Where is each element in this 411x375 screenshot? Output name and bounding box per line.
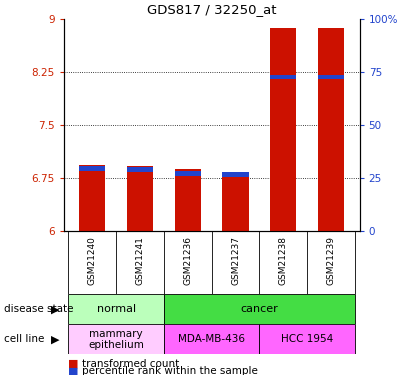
Bar [127,166,153,231]
Text: cell line: cell line [4,334,44,344]
Bar [164,294,355,324]
Text: GSM21239: GSM21239 [326,236,335,285]
Text: mammary
epithelium: mammary epithelium [88,328,144,350]
Bar [127,167,153,172]
Bar [222,172,249,177]
Text: ■: ■ [68,366,79,375]
Bar [259,324,355,354]
Bar [270,28,296,231]
Bar [69,324,164,354]
Bar [270,75,296,80]
Bar [318,75,344,80]
Text: GSM21238: GSM21238 [279,236,288,285]
Text: ■: ■ [68,359,79,369]
Bar [164,324,259,354]
Text: cancer: cancer [240,304,278,314]
Bar [222,175,249,231]
Bar [69,294,164,324]
Text: GSM21240: GSM21240 [88,236,97,285]
Bar [175,171,201,176]
Text: transformed count: transformed count [82,359,180,369]
Bar [79,165,106,231]
Text: disease state: disease state [4,304,74,314]
Bar [175,169,201,231]
Bar [79,166,106,171]
Text: GSM21236: GSM21236 [183,236,192,285]
Text: percentile rank within the sample: percentile rank within the sample [82,366,258,375]
Text: GSM21237: GSM21237 [231,236,240,285]
Text: MDA-MB-436: MDA-MB-436 [178,334,245,344]
Text: ▶: ▶ [51,334,60,344]
Text: normal: normal [97,304,136,314]
Bar [318,28,344,231]
Text: ▶: ▶ [51,304,60,314]
Text: GSM21241: GSM21241 [136,236,145,285]
Text: HCC 1954: HCC 1954 [281,334,333,344]
Title: GDS817 / 32250_at: GDS817 / 32250_at [147,3,277,16]
